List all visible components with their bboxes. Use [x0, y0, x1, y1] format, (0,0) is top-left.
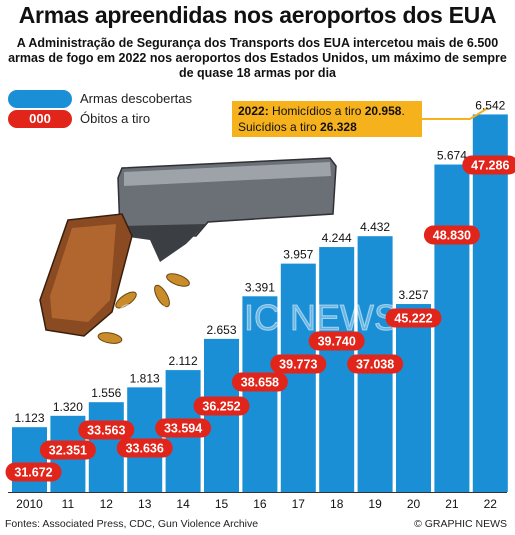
callout-suicides-text: Suicídios a tiro — [238, 120, 321, 134]
value-label-19: 4.432 — [360, 220, 390, 234]
death-pill-11 — [39, 440, 96, 460]
x-tick-22: 22 — [484, 497, 498, 511]
chart-title: Armas apreendidas nos aeroportos dos EUA — [18, 2, 497, 28]
death-label-13: 33.636 — [126, 442, 164, 456]
callout-homicides-value: 20.958 — [364, 104, 402, 118]
bar-18 — [319, 247, 355, 492]
x-tick-16: 16 — [253, 497, 267, 511]
chart-subtitle: A Administração de Segurança dos Transpo… — [8, 36, 507, 80]
callout-suicides-value: 26.328 — [320, 120, 357, 134]
death-pill-16 — [231, 372, 288, 392]
x-tick-15: 15 — [215, 497, 229, 511]
death-pill-13 — [116, 438, 173, 458]
x-tick-18: 18 — [330, 497, 344, 511]
death-pill-22 — [462, 155, 515, 175]
death-pill-15 — [193, 396, 250, 416]
pistol-slide-highlight — [124, 162, 331, 186]
credit: © GRAPHIC NEWS — [414, 518, 507, 530]
value-label-12: 1.556 — [91, 386, 121, 400]
bar-2010 — [12, 427, 47, 492]
death-pill-17 — [270, 354, 327, 374]
death-pill-21 — [423, 225, 480, 245]
x-tick-14: 14 — [176, 497, 190, 511]
bar-16 — [242, 296, 278, 492]
legend-swatch-firearms — [8, 90, 72, 108]
bar-21 — [434, 164, 470, 492]
source-note: Fontes: Associated Press, CDC, Gun Viole… — [5, 518, 259, 530]
callout-year: 2022: — [238, 104, 269, 118]
death-label-18: 39.740 — [318, 335, 356, 349]
death-pill-14 — [155, 418, 212, 438]
value-label-2010: 1.123 — [14, 411, 44, 425]
callout-2022: 2022: Homicídios a tiro 20.958. Suicídio… — [232, 101, 422, 137]
value-label-20: 3.257 — [398, 288, 428, 302]
death-label-21: 48.830 — [433, 229, 471, 243]
death-pill-20 — [385, 308, 442, 328]
death-label-15: 36.252 — [202, 400, 240, 414]
bullet-1 — [115, 291, 137, 309]
death-pill-18 — [308, 331, 365, 351]
bullet-3 — [154, 284, 170, 308]
value-label-16: 3.391 — [245, 280, 275, 294]
value-label-17: 3.957 — [283, 248, 313, 262]
legend-label-firearms: Armas descobertas — [80, 91, 192, 106]
death-label-2010: 31.672 — [14, 466, 52, 480]
x-tick-19: 19 — [368, 497, 382, 511]
death-label-11: 32.351 — [49, 444, 87, 458]
pistol-illustration — [39, 157, 337, 337]
bar-20 — [396, 304, 431, 492]
death-label-16: 38.658 — [241, 376, 279, 390]
value-label-21: 5.674 — [437, 149, 467, 163]
legend-swatch-deaths: 000 — [8, 110, 72, 128]
death-label-19: 37.038 — [356, 358, 394, 372]
value-label-22: 6.542 — [475, 98, 505, 112]
death-pill-2010 — [5, 462, 62, 482]
value-label-13: 1.813 — [130, 371, 160, 385]
bullet-4 — [166, 273, 190, 287]
death-label-14: 33.594 — [164, 422, 202, 436]
bullet-2 — [97, 332, 123, 344]
x-tick-2010: 2010 — [16, 497, 43, 511]
x-tick-20: 20 — [407, 497, 421, 511]
pistol-trigger-guard — [122, 224, 206, 262]
value-label-15: 2.653 — [206, 323, 236, 337]
death-label-22: 47.286 — [471, 159, 509, 173]
death-label-17: 39.773 — [279, 358, 317, 372]
x-tick-17: 17 — [292, 497, 306, 511]
bar-22 — [472, 114, 508, 493]
callout-homicides-text: Homicídios a tiro — [268, 104, 365, 118]
value-label-11: 1.320 — [53, 400, 83, 414]
x-tick-21: 21 — [445, 497, 459, 511]
x-tick-13: 13 — [138, 497, 152, 511]
x-tick-12: 12 — [100, 497, 114, 511]
callout-period: . — [401, 104, 405, 118]
death-pill-12 — [78, 420, 135, 440]
death-pill-19 — [347, 354, 404, 374]
value-label-18: 4.244 — [322, 231, 352, 245]
death-label-12: 33.563 — [87, 424, 125, 438]
death-label-20: 45.222 — [394, 312, 432, 326]
value-label-14: 2.112 — [169, 354, 198, 368]
callout-pointer — [422, 107, 489, 120]
x-tick-11: 11 — [62, 497, 75, 511]
legend-label-deaths: Óbitos a tiro — [80, 111, 151, 126]
pistol-grip-panel — [50, 224, 116, 322]
